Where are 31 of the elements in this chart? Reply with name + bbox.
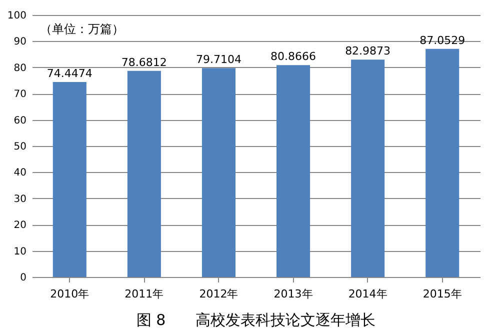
y-tick-label: 10 <box>14 246 26 258</box>
y-tick-label: 0 <box>20 272 26 284</box>
data-label: 79.7104 <box>196 53 242 66</box>
y-tick-label: 100 <box>7 10 26 22</box>
bar <box>351 60 385 277</box>
annotation: （单位：万篇） <box>40 22 124 36</box>
data-label: 78.6812 <box>121 56 167 69</box>
y-tick-label: 90 <box>14 36 26 48</box>
y-tick-label: 60 <box>14 115 26 126</box>
data-label: 82.9873 <box>345 44 391 58</box>
text: 图 8 高校发表科技论文逐年增长 <box>136 311 376 329</box>
x-tick-label: 2013年 <box>274 288 313 300</box>
y-tick-label: 50 <box>14 142 26 152</box>
y-tick-label: 30 <box>14 194 26 205</box>
data-label: 74.4474 <box>46 66 92 80</box>
x-tick-label: 2014年 <box>348 288 388 300</box>
bar <box>127 70 161 277</box>
y-tick-label: 40 <box>14 168 26 179</box>
x-tick-label: 2010年 <box>50 288 90 300</box>
x-tick-label: 2011年 <box>124 288 164 300</box>
bar <box>426 48 460 277</box>
y-tick-label: 70 <box>14 89 26 100</box>
bar <box>202 68 236 277</box>
y-tick-label: 20 <box>14 220 26 232</box>
x-tick-label: 2012年 <box>199 288 238 300</box>
data-label: 87.0529 <box>420 34 466 47</box>
bar <box>52 82 86 277</box>
data-label: 80.8666 <box>270 50 316 64</box>
bar <box>276 65 310 277</box>
x-tick-label: 2015年 <box>422 288 462 300</box>
y-tick-label: 80 <box>14 62 26 74</box>
